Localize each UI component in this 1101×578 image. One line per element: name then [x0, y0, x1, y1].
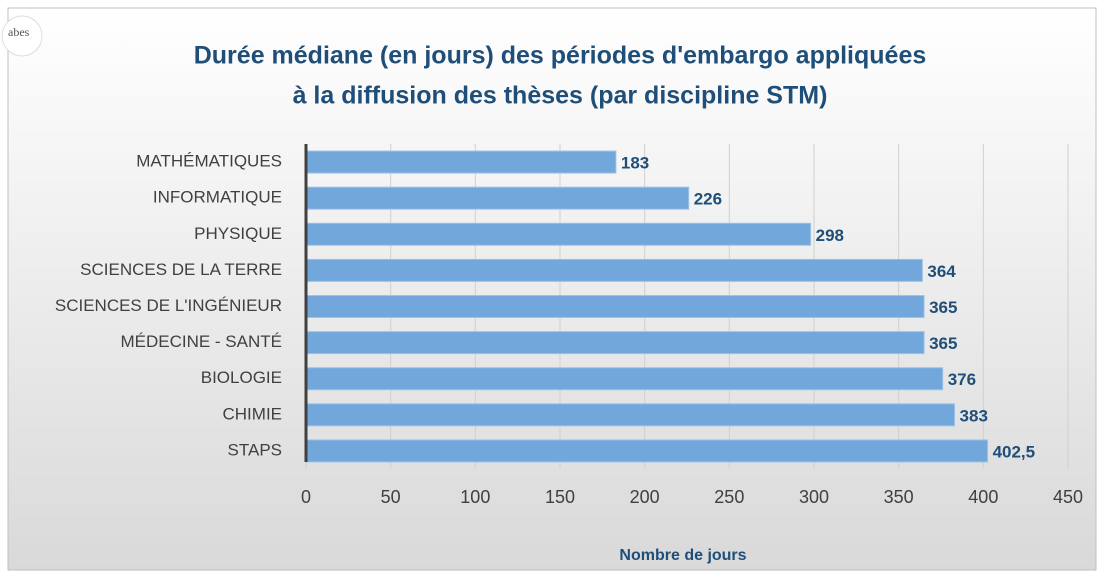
- bar: [305, 331, 925, 355]
- y-tick-label: PHYSIQUE: [194, 224, 282, 243]
- y-tick-label: CHIMIE: [223, 404, 283, 423]
- x-tick-label: 150: [545, 487, 575, 507]
- y-tick-label: SCIENCES DE LA TERRE: [80, 260, 282, 279]
- x-tick-label: 0: [301, 487, 311, 507]
- x-tick-label: 250: [714, 487, 744, 507]
- data-label: 383: [960, 406, 988, 425]
- bar: [305, 439, 989, 463]
- x-axis-title: Nombre de jours: [619, 547, 746, 564]
- y-tick-label: MATHÉMATIQUES: [136, 152, 282, 171]
- bar: [305, 150, 617, 174]
- data-label: 226: [694, 190, 722, 209]
- y-tick-label: INFORMATIQUE: [153, 188, 282, 207]
- bar: [305, 403, 956, 427]
- data-label: 365: [929, 334, 957, 353]
- x-tick-label: 450: [1053, 487, 1083, 507]
- y-tick-label: BIOLOGIE: [201, 368, 282, 387]
- y-tick-label: SCIENCES DE L'INGÉNIEUR: [55, 296, 282, 315]
- logo: abes: [8, 25, 30, 39]
- chart-frame: [7, 7, 1097, 571]
- data-label: 183: [621, 154, 649, 173]
- data-label: 376: [948, 370, 976, 389]
- data-label: 365: [929, 298, 957, 317]
- x-tick-label: 400: [968, 487, 998, 507]
- bar: [305, 295, 925, 318]
- y-tick-label: MÉDECINE - SANTÉ: [120, 332, 282, 351]
- data-label: 402,5: [993, 442, 1036, 461]
- x-tick-label: 100: [460, 487, 490, 507]
- data-label: 364: [927, 262, 956, 281]
- x-tick-label: 200: [630, 487, 660, 507]
- logo-badge: [1, 15, 43, 57]
- bar: [305, 222, 812, 246]
- x-tick-label: 50: [381, 487, 401, 507]
- bar: [305, 367, 944, 391]
- x-tick-label: 350: [884, 487, 914, 507]
- chart-title: Durée médiane (en jours) des périodes d'…: [194, 42, 927, 70]
- bar: [305, 258, 923, 282]
- x-tick-label: 300: [799, 487, 829, 507]
- chart-title: à la diffusion des thèses (par disciplin…: [293, 82, 828, 110]
- bar: [305, 186, 690, 210]
- y-tick-label: STAPS: [228, 440, 282, 459]
- data-label: 298: [816, 226, 844, 245]
